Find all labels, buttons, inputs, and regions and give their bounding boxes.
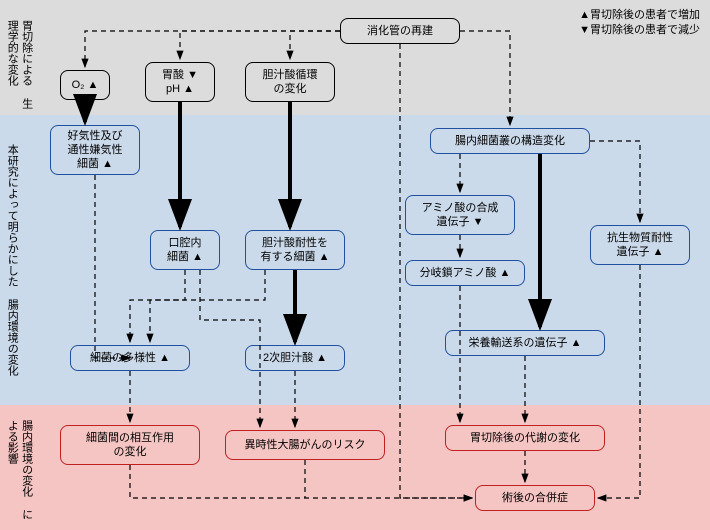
node-secondary-bile: 2次胆汁酸 ▲ bbox=[245, 345, 345, 371]
node-reconstruction: 消化管の再建 bbox=[340, 18, 460, 44]
node-diversity: 細菌の多様性 ▲ bbox=[70, 345, 190, 371]
node-bile-change: 胆汁酸循環 の変化 bbox=[245, 62, 335, 102]
vlabel-blue: 本研究によって明らかにした 腸内環境の変化 bbox=[5, 140, 19, 380]
legend: ▲胃切除後の患者で増加 ▼胃切除後の患者で減少 bbox=[579, 8, 700, 39]
node-antibiotic: 抗生物質耐性 遺伝子 ▲ bbox=[590, 225, 690, 265]
node-oral: 口腔内 細菌 ▲ bbox=[150, 230, 220, 270]
legend-decrease: ▼胃切除後の患者で減少 bbox=[579, 23, 700, 38]
node-nutrient-transport: 栄養輸送系の遺伝子 ▲ bbox=[445, 330, 605, 356]
vlabel-red: 腸内環境の変化 による影響 bbox=[5, 420, 34, 520]
vlabel-gray: 胃切除による 生理学的な変化 bbox=[5, 20, 34, 110]
node-complications: 術後の合併症 bbox=[475, 485, 595, 511]
node-bile-tolerant: 胆汁酸耐性を 有する細菌 ▲ bbox=[245, 230, 345, 270]
node-cancer-risk: 異時性大腸がんのリスク bbox=[225, 430, 385, 460]
node-amino-synth: アミノ酸の合成 遺伝子 ▼ bbox=[405, 195, 515, 235]
legend-increase: ▲胃切除後の患者で増加 bbox=[579, 8, 700, 23]
node-aerobic: 好気性及び 通性嫌気性 細菌 ▲ bbox=[50, 125, 140, 175]
node-interaction: 細菌間の相互作用 の変化 bbox=[60, 425, 200, 465]
node-bcaa: 分岐鎖アミノ酸 ▲ bbox=[405, 260, 525, 286]
node-flora-change: 腸内細菌叢の構造変化 bbox=[430, 128, 590, 154]
node-gastric-acid: 胃酸 ▼ pH ▲ bbox=[145, 62, 215, 102]
node-metabolism: 胃切除後の代謝の変化 bbox=[445, 425, 605, 451]
band-effects bbox=[0, 405, 710, 530]
node-o2: O₂ ▲ bbox=[60, 70, 110, 100]
